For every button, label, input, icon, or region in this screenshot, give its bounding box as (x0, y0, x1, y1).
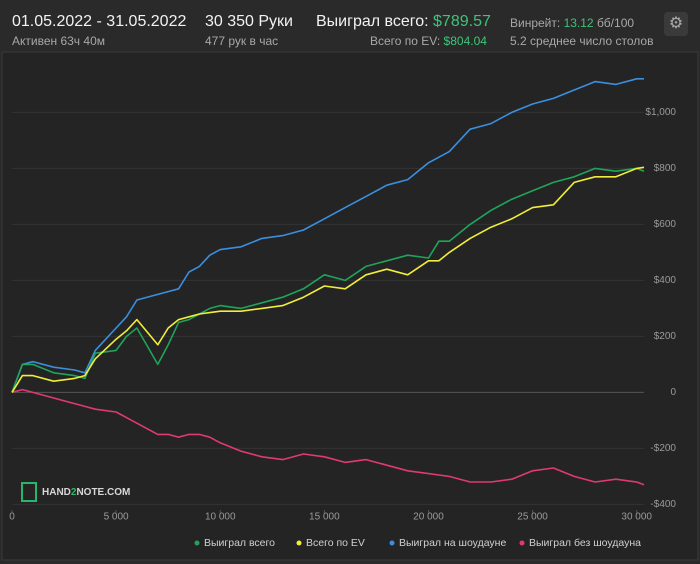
ev-value: $804.04 (443, 34, 487, 48)
watermark-logo (21, 482, 37, 502)
watermark-part: NOTE.COM (76, 487, 130, 498)
y-tick-label: $1,000 (645, 107, 676, 118)
won-value: $789.57 (433, 13, 491, 30)
tables: 5.2 среднее число столов (510, 34, 654, 48)
ev-label: Всего по EV: (370, 34, 441, 48)
x-tick-label: 15 000 (309, 512, 340, 523)
legend-label: Всего по EV (306, 537, 365, 549)
legend-marker (389, 540, 395, 546)
winrate-label: Винрейт: (510, 16, 561, 30)
y-tick-label: $600 (654, 219, 677, 230)
legend-label: Выиграл на шоудауне (399, 537, 506, 549)
watermark-text: HAND2NOTE.COM (42, 487, 130, 498)
legend-marker (296, 540, 302, 546)
winrate-unit: бб/100 (596, 16, 635, 30)
y-tick-label: -$400 (650, 499, 676, 510)
x-tick-label: 0 (9, 512, 15, 523)
legend-label: Выиграл без шоудауна (529, 537, 641, 549)
y-tick-label: $800 (654, 163, 677, 174)
x-tick-label: 25 000 (517, 512, 548, 523)
hands: 30 350 Руки (205, 13, 293, 30)
legend-marker (519, 540, 525, 546)
winrate-value: 13.12 (563, 16, 594, 30)
series-line (11, 78, 644, 393)
active-time: Активен 63ч 40м (12, 34, 105, 48)
watermark-part: 2 (71, 487, 77, 498)
y-tick-label: $400 (654, 275, 677, 286)
watermark: HAND2NOTE.COM (21, 482, 130, 502)
won-total: Выиграл всего: $789.57 (316, 13, 491, 31)
y-tick-label: -$200 (650, 443, 676, 454)
hands-per-hour: 477 рук в час (205, 34, 279, 48)
ev-total: Всего по EV: $804.04 (370, 34, 487, 48)
legend-marker (194, 540, 200, 546)
settings-button[interactable]: ⚙ (664, 12, 688, 36)
x-tick-label: 20 000 (413, 512, 444, 523)
won-label: Выиграл всего: (316, 13, 429, 30)
watermark-part: HAND (42, 487, 71, 498)
x-tick-label: 30 000 (621, 512, 652, 523)
legend-label: Выиграл всего (204, 537, 275, 549)
chart-panel (1, 51, 699, 561)
period: 01.05.2022 - 31.05.2022 (12, 13, 187, 30)
series-line (11, 166, 645, 393)
x-tick-label: 10 000 (205, 512, 236, 523)
y-tick-label: $200 (654, 331, 677, 342)
x-tick-label: 5 000 (104, 512, 129, 523)
winrate: Винрейт: 13.12 бб/100 (510, 16, 634, 30)
y-tick-label: 0 (670, 387, 676, 398)
series-line (11, 388, 645, 486)
